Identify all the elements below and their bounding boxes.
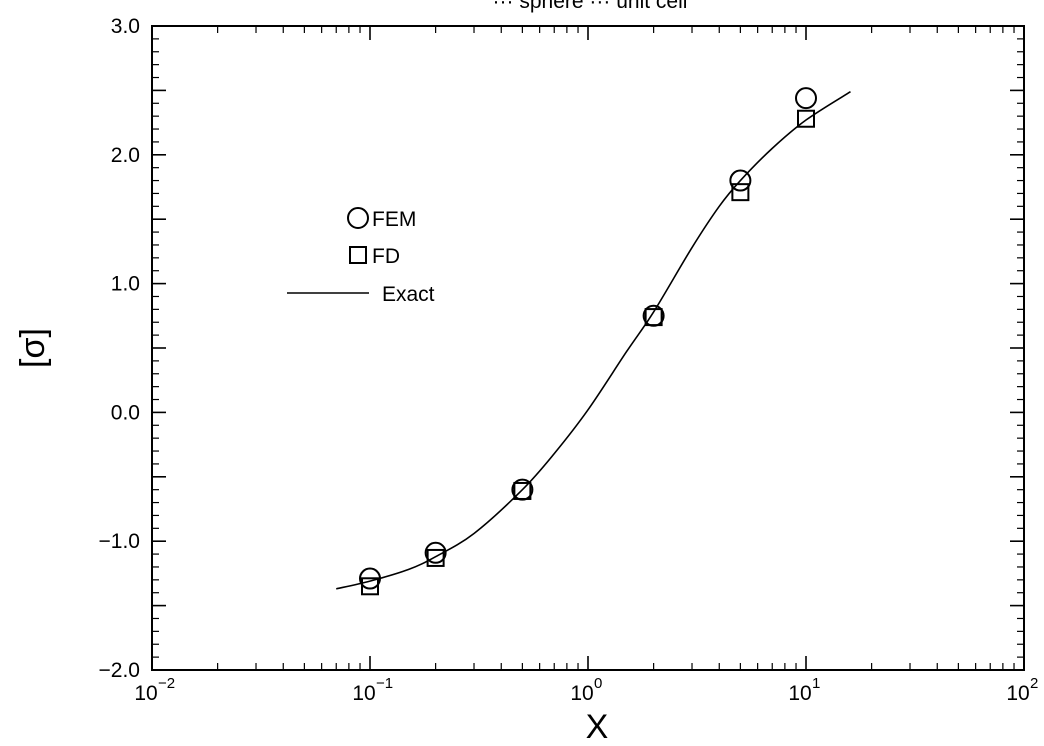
fd-point: [513, 481, 532, 500]
chart-title: ··· sphere ··· unit cell: [493, 0, 688, 13]
x-tick-label: 10 −1: [352, 675, 393, 705]
y-tick-label: 2.0: [111, 144, 140, 167]
x-tick-label: 10 2: [1006, 675, 1038, 705]
fd-point: [361, 577, 379, 596]
legend-square-marker: [349, 246, 367, 264]
y-axis-title: [σ]: [14, 328, 52, 368]
svg-text:10: 10: [570, 682, 593, 705]
svg-text:0: 0: [594, 675, 602, 692]
y-tick-labels: −2.0 −1.0 0.0 1.0 2.0 3.0: [99, 15, 140, 682]
legend-label-exact: Exact: [382, 283, 435, 306]
x-tick-label: 10 0: [570, 675, 602, 705]
fem-point: [729, 169, 752, 192]
y-tick-label: −2.0: [99, 659, 140, 682]
svg-text:2: 2: [1030, 675, 1038, 692]
fd-point: [731, 183, 750, 202]
axis-ticks: [151, 25, 1025, 671]
fem-point: [359, 567, 381, 590]
series-exact-line: [336, 91, 851, 590]
svg-text:1: 1: [812, 675, 820, 692]
fem-point: [795, 87, 817, 110]
svg-text:10: 10: [134, 682, 157, 705]
y-tick-label: 0.0: [111, 401, 140, 424]
fem-point: [424, 541, 447, 564]
data-markers: [359, 87, 817, 596]
svg-text:10: 10: [352, 682, 375, 705]
fd-point: [426, 548, 445, 567]
y-tick-label: 1.0: [111, 273, 140, 296]
x-tick-labels: 10 −2 10 −1 10 0 10 1 10 2: [134, 675, 1038, 705]
svg-text:10: 10: [1006, 682, 1029, 705]
legend-circle-marker: [347, 207, 369, 229]
legend-label-fd: FD: [372, 245, 400, 268]
svg-text:10: 10: [788, 682, 811, 705]
legend-label-fem: FEM: [372, 208, 416, 231]
fd-point: [797, 109, 815, 128]
x-tick-label: 10 −2: [134, 675, 175, 705]
y-tick-label: −1.0: [99, 530, 140, 553]
plot-frame: [151, 25, 1025, 671]
x-tick-label: 10 1: [788, 675, 820, 705]
svg-text:−1: −1: [376, 675, 393, 692]
x-axis-title: X: [586, 708, 609, 746]
svg-text:−2: −2: [158, 675, 175, 692]
y-tick-label: 3.0: [111, 15, 140, 38]
fd-point: [644, 308, 663, 327]
legend: FEM FD Exact: [287, 207, 435, 306]
